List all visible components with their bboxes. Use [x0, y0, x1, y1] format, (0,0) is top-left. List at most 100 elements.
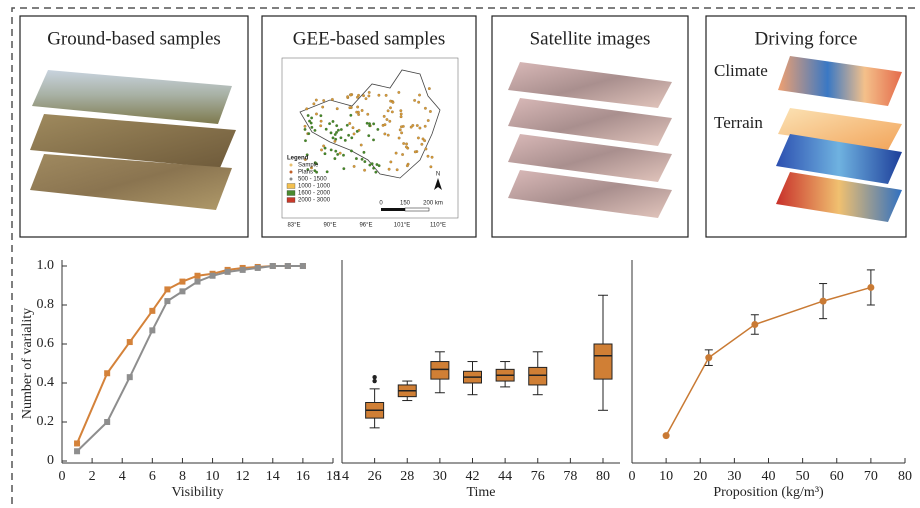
- map-dot: [338, 151, 342, 155]
- legend-label: Sample: [298, 163, 319, 169]
- map-dot: [402, 142, 406, 145]
- y-tick-label: 0.2: [37, 414, 55, 429]
- x-tick-label: 8: [179, 469, 186, 484]
- map-dot: [409, 125, 413, 129]
- map-dot: [372, 166, 376, 170]
- map-dot: [304, 139, 307, 143]
- map-dot: [348, 122, 352, 125]
- marker: [126, 339, 133, 346]
- map-dot: [345, 123, 349, 127]
- box: [593, 343, 613, 380]
- y-axis-label: Number of variality: [20, 308, 35, 419]
- flier: [372, 374, 377, 380]
- x-tick-label: 80: [898, 469, 912, 484]
- legend-symbol: [286, 183, 296, 189]
- marker: [751, 321, 759, 328]
- map-dot: [382, 114, 386, 118]
- map-dot: [306, 168, 310, 171]
- marker: [179, 278, 186, 285]
- x-axis-label: Visibility: [171, 485, 223, 500]
- map-dot: [429, 110, 432, 113]
- map-dot: [413, 150, 417, 154]
- map-dot: [350, 136, 354, 140]
- x-tick-label: 78: [563, 469, 577, 484]
- marker: [194, 278, 201, 285]
- map-dot: [363, 168, 366, 172]
- x-tick-label: 44: [498, 469, 512, 484]
- map-dot: [400, 125, 403, 129]
- map-dot: [405, 164, 409, 168]
- map-dot: [385, 118, 389, 121]
- map-dot: [319, 114, 323, 118]
- marker: [284, 263, 291, 269]
- series-line: [76, 265, 303, 452]
- x-tick-label: 10: [659, 469, 673, 484]
- dashed-frame: [11, 7, 918, 504]
- map-dot: [418, 126, 422, 130]
- marker: [662, 432, 670, 440]
- map-dot: [367, 134, 371, 138]
- legend-label: 2000 - 3000: [298, 198, 331, 204]
- layer-label: Terrain: [714, 113, 763, 132]
- x-tick-label: 16: [296, 469, 310, 484]
- map-dot: [349, 113, 353, 117]
- x-tick-label: 42: [466, 469, 480, 484]
- map-dot: [374, 170, 378, 174]
- x-tick-label: 14: [266, 469, 280, 484]
- scale-label: 150: [400, 201, 411, 207]
- map-dot: [424, 147, 428, 151]
- marker: [74, 440, 81, 447]
- map-dot: [418, 93, 421, 97]
- panel-title: Driving force: [755, 28, 858, 49]
- series-line: [665, 286, 872, 437]
- y-tick-label: 0.6: [37, 336, 55, 351]
- map-dot: [359, 143, 363, 147]
- satellite-stack: [508, 62, 672, 218]
- map-dot: [355, 129, 359, 133]
- marker: [269, 263, 276, 269]
- map-dot: [357, 93, 360, 97]
- map-dot: [315, 112, 318, 116]
- x-tick-label: 30: [727, 469, 741, 484]
- map-dot: [303, 158, 307, 161]
- x-tick-label: 0: [59, 469, 66, 484]
- marker: [224, 268, 231, 275]
- map-dot: [322, 144, 326, 148]
- map-dot: [383, 123, 387, 127]
- x-tick-label: 28: [400, 469, 414, 484]
- map-dot: [334, 149, 338, 153]
- map-dot: [377, 93, 381, 97]
- map-dot: [424, 106, 427, 110]
- map-dot: [397, 90, 401, 94]
- map-dot: [390, 110, 394, 114]
- marker: [819, 297, 827, 305]
- map-dot: [350, 149, 353, 153]
- map-dot: [377, 164, 381, 168]
- map-dot: [405, 145, 408, 149]
- map-dot: [336, 153, 340, 156]
- map-dot: [342, 167, 346, 171]
- map-dot: [362, 150, 366, 154]
- map-dot: [323, 146, 327, 150]
- map-dot: [401, 153, 404, 156]
- map-dot: [417, 136, 420, 140]
- map-dot: [310, 125, 314, 129]
- map-dot: [322, 99, 326, 102]
- map-dot: [306, 114, 310, 117]
- marker: [149, 327, 156, 334]
- map-dot: [365, 121, 369, 125]
- layer-label: Climate: [714, 61, 768, 80]
- marker: [209, 272, 216, 279]
- map-dot: [355, 110, 359, 114]
- map-dot: [375, 163, 379, 166]
- map-dot: [388, 119, 392, 123]
- map-dot: [405, 142, 408, 146]
- box: [430, 361, 450, 380]
- map-dot: [333, 139, 337, 143]
- map-dot: [329, 148, 333, 152]
- legend-symbol: [289, 177, 293, 181]
- map-dot: [319, 124, 323, 128]
- map-dot: [323, 152, 327, 156]
- map-dot: [413, 98, 417, 102]
- x-tick-label: 30: [433, 469, 447, 484]
